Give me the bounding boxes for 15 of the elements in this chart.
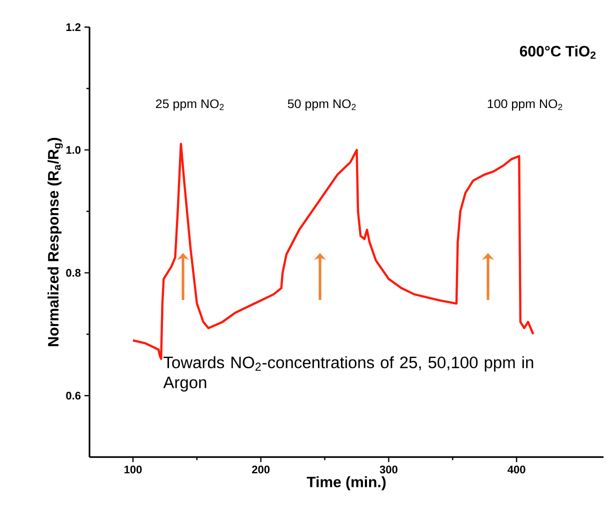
y-tick-label: 1.0	[66, 146, 81, 154]
annotation: 25 ppm NO$_{2}$	[156, 99, 224, 111]
y-tick-label: 0.6	[66, 392, 81, 400]
annotation: 100 ppm NO$_{2}$	[488, 99, 562, 111]
y-axis-title: Normalized Response (R$_{a}$/R$_{g}$)	[48, 138, 63, 346]
x-tick-label: 300	[380, 466, 398, 474]
x-axis-title: Time (min.)	[306, 476, 386, 490]
y-tick-label: 0.8	[66, 268, 81, 277]
x-tick-label: 400	[508, 466, 526, 474]
x-tick-label: 100	[124, 466, 142, 474]
text: 600°C TiO$_{2}$	[520, 46, 596, 59]
x-tick-label: 200	[252, 466, 270, 474]
y-tick-label: 1.2	[66, 23, 81, 31]
text: Towards NO$_{2}$-concentrations of 25, 50,100 ppm in Argon	[163, 356, 534, 392]
annotation: 50 ppm NO$_{2}$	[288, 99, 356, 111]
